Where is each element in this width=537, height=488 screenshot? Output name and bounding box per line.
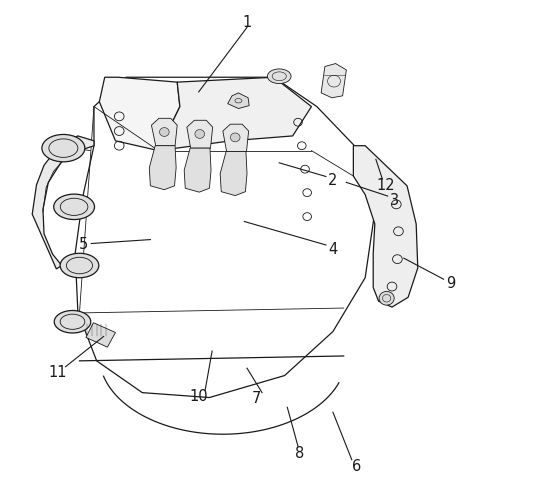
Text: 5: 5	[78, 237, 88, 251]
Text: 2: 2	[328, 173, 338, 188]
Polygon shape	[75, 78, 376, 398]
Text: 1: 1	[242, 15, 252, 29]
Polygon shape	[187, 121, 213, 149]
Polygon shape	[149, 146, 176, 190]
Polygon shape	[220, 152, 247, 196]
Polygon shape	[86, 323, 115, 347]
Polygon shape	[184, 149, 211, 193]
Polygon shape	[151, 119, 177, 146]
Polygon shape	[32, 137, 94, 269]
Ellipse shape	[54, 195, 95, 220]
Polygon shape	[353, 146, 418, 307]
Text: 8: 8	[295, 446, 304, 460]
Polygon shape	[223, 125, 249, 152]
Circle shape	[195, 130, 205, 139]
Polygon shape	[99, 78, 180, 151]
Text: 3: 3	[390, 193, 399, 207]
Polygon shape	[321, 64, 346, 99]
Ellipse shape	[54, 311, 91, 333]
Polygon shape	[158, 78, 311, 151]
Polygon shape	[228, 94, 249, 109]
Ellipse shape	[60, 254, 99, 278]
Circle shape	[379, 292, 394, 305]
Text: 4: 4	[328, 242, 338, 256]
Ellipse shape	[267, 70, 291, 84]
Text: 7: 7	[252, 390, 262, 405]
Text: 6: 6	[352, 459, 362, 473]
Text: 10: 10	[190, 388, 208, 403]
Ellipse shape	[42, 135, 85, 163]
Circle shape	[230, 134, 240, 142]
Text: 12: 12	[376, 178, 395, 193]
Text: 9: 9	[446, 276, 456, 290]
Circle shape	[159, 128, 169, 137]
Text: 11: 11	[48, 365, 67, 379]
